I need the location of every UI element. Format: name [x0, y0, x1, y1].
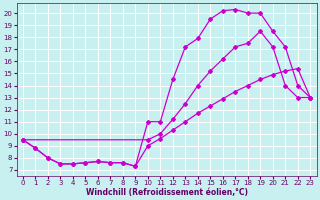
X-axis label: Windchill (Refroidissement éolien,°C): Windchill (Refroidissement éolien,°C): [85, 188, 248, 197]
